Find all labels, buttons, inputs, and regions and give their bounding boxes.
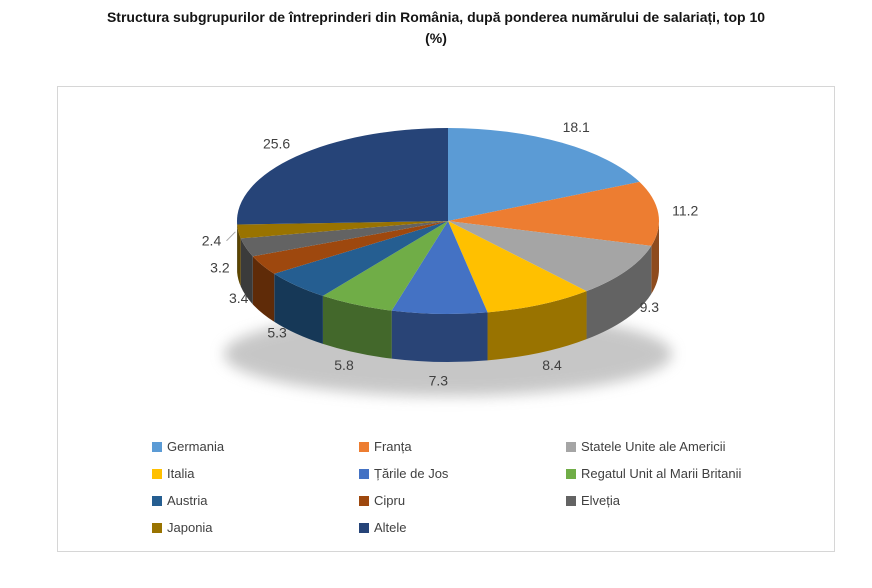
pie-slice-side-regatul-unit-al-marii-britanii <box>322 295 392 359</box>
legend-swatch-japonia <box>152 522 162 533</box>
legend-item-altele: Altele <box>359 520 566 535</box>
pie-slice-altele <box>236 128 448 225</box>
legend-item-italia: Italia <box>152 466 359 481</box>
legend-swatch-franta <box>359 441 369 452</box>
pie-slice-statele-unite-ale-americii <box>448 221 652 292</box>
pie-3d-chart: 18.1 11.2 9.3 8.4 7.3 5.8 5.3 3.4 3.2 2.4 25.6 <box>202 119 699 396</box>
legend-label-tarile-de-jos: Țările de Jos <box>374 466 449 481</box>
chart-title-line-1: Structura subgrupurilor de întreprinderi… <box>106 9 766 25</box>
data-label-elvetia: 3.2 <box>210 260 230 276</box>
data-label-tarile-de-jos: 7.3 <box>429 373 449 389</box>
pie-slice-austria <box>274 221 448 296</box>
legend-swatch-italia <box>152 468 162 479</box>
legend-label-statele-unite-ale-americii: Statele Unite ale Americii <box>581 439 726 454</box>
legend: Germania Franța Statele Unite ale Americii… <box>152 433 741 541</box>
chart-title: Structura subgrupurilor de întreprinderi… <box>0 7 872 49</box>
legend-swatch-austria <box>152 495 162 506</box>
legend-label-altele: Altele <box>374 520 407 535</box>
legend-item-franta: Franța <box>359 439 566 454</box>
legend-swatch-altele <box>359 522 369 533</box>
legend-item-elvetia: Elveția <box>566 493 741 508</box>
pie-slice-side-austria <box>274 273 323 344</box>
legend-item-austria: Austria <box>152 493 359 508</box>
data-label-altele: 25.6 <box>263 135 290 151</box>
chart-title-line-2: (%) <box>425 30 447 46</box>
data-label-japonia: 2.4 <box>202 233 222 249</box>
legend-item-regatul-unit-al-marii-britanii: Regatul Unit al Marii Britanii <box>566 466 741 481</box>
pie-slice-tarile-de-jos <box>391 221 488 315</box>
legend-label-cipru: Cipru <box>374 493 406 508</box>
legend-item-japonia: Japonia <box>152 520 359 535</box>
legend-swatch-cipru <box>359 495 369 506</box>
data-label-cipru: 3.4 <box>229 290 249 306</box>
pie-slice-side-cipru <box>252 256 275 322</box>
legend-label-franta: Franța <box>374 439 412 454</box>
legend-item-germania: Germania <box>152 439 359 454</box>
data-label-austria: 5.3 <box>267 325 287 341</box>
data-label-franta: 11.2 <box>672 203 698 219</box>
pie-slice-franta <box>448 181 660 246</box>
data-label-statele-unite-ale-americii: 9.3 <box>640 299 660 315</box>
pie-slice-side-statele-unite-ale-americii <box>586 245 652 340</box>
pie-slice-side-elvetia <box>240 238 253 305</box>
chart-area: 18.1 11.2 9.3 8.4 7.3 5.8 5.3 3.4 3.2 2.4 25.6 Ger… <box>57 86 835 552</box>
legend-swatch-germania <box>152 441 162 452</box>
legend-label-austria: Austria <box>167 493 208 508</box>
legend-item-cipru: Cipru <box>359 493 566 508</box>
legend-label-japonia: Japonia <box>167 520 213 535</box>
pie-slice-elvetia <box>240 221 448 257</box>
pie-slice-regatul-unit-al-marii-britanii <box>322 221 448 311</box>
pie-slice-side-japonia <box>237 224 241 287</box>
data-label-regatul-unit-al-marii-britanii: 5.8 <box>334 357 354 373</box>
legend-swatch-regatul-unit-al-marii-britanii <box>566 468 576 479</box>
legend-swatch-tarile-de-jos <box>359 468 369 479</box>
legend-label-regatul-unit-al-marii-britanii: Regatul Unit al Marii Britanii <box>581 466 742 481</box>
pie-slice-cipru <box>252 221 448 274</box>
pie-slice-side-italia <box>487 291 587 361</box>
legend-swatch-statele-unite-ale-americii <box>566 441 576 452</box>
legend-label-elvetia: Elveția <box>581 493 621 508</box>
pie-slice-side-tarile-de-jos <box>391 310 488 363</box>
pie-slice-italia <box>448 221 587 313</box>
label-leader-line <box>226 231 236 242</box>
pie-slice-side-franta <box>651 221 659 294</box>
data-label-italia: 8.4 <box>542 357 562 373</box>
legend-swatch-elvetia <box>566 495 576 506</box>
legend-label-germania: Germania <box>167 439 225 454</box>
legend-item-tarile-de-jos: Țările de Jos <box>359 466 566 481</box>
legend-label-italia: Italia <box>167 466 195 481</box>
pie-slice-germania <box>448 128 640 221</box>
legend-item-statele-unite-ale-americii: Statele Unite ale Americii <box>566 439 741 454</box>
pie-slice-japonia <box>237 221 448 239</box>
data-label-germania: 18.1 <box>563 119 590 135</box>
